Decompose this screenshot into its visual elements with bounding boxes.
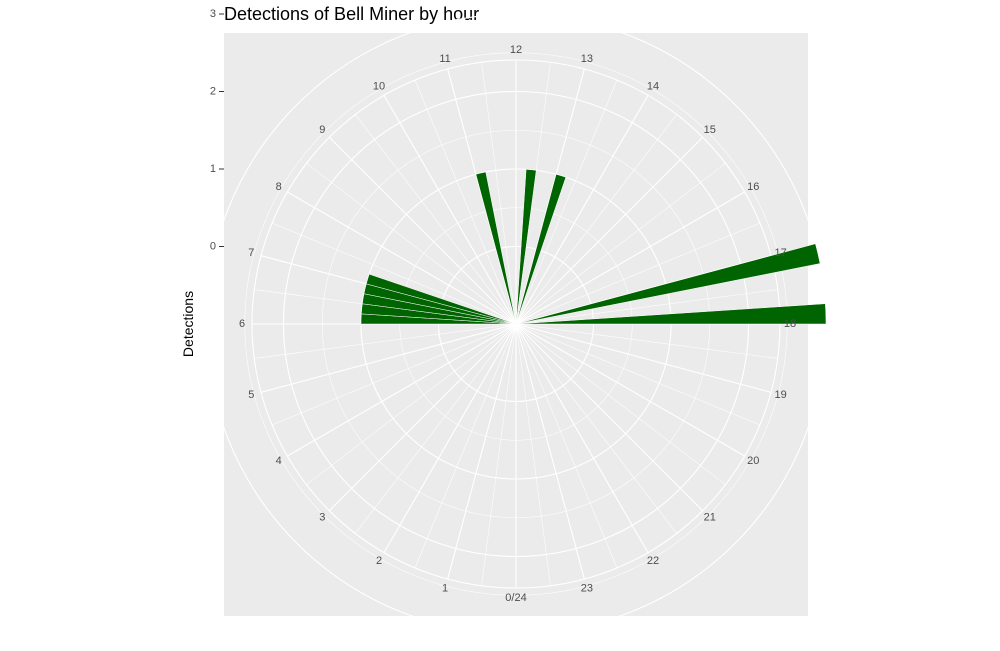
hour-label: 4 xyxy=(276,455,282,467)
grid-spoke xyxy=(328,323,517,512)
grid-spoke xyxy=(515,191,745,325)
bar-wedge xyxy=(515,169,537,325)
grid-spoke xyxy=(481,323,517,586)
grid-spoke xyxy=(260,323,517,393)
grid-spoke xyxy=(515,323,778,359)
grid-spoke xyxy=(271,222,517,325)
grid-spoke xyxy=(515,323,726,485)
grid-spoke xyxy=(515,323,551,586)
grid-spoke xyxy=(515,79,618,325)
grid-spoke xyxy=(515,114,677,325)
hour-label: 20 xyxy=(747,455,759,467)
hour-label: 17 xyxy=(775,247,787,259)
grid-spoke xyxy=(515,323,704,512)
bar-wedge xyxy=(515,243,821,325)
grid-spoke xyxy=(515,323,618,569)
chart-title: Detections of Bell Miner by hour xyxy=(224,4,480,24)
hour-label: 9 xyxy=(319,124,325,136)
y-tick-label: 2 xyxy=(210,85,216,97)
hour-labels: 0/24123456789101112131415161718192021222… xyxy=(239,44,796,604)
grid-spoke xyxy=(328,136,517,325)
hour-label: 15 xyxy=(704,124,716,136)
grid-spoke xyxy=(383,95,517,325)
grid-spoke xyxy=(254,323,517,359)
grid-spoke xyxy=(481,62,517,325)
grid-spoke xyxy=(515,289,778,325)
y-axis: 0 1 2 3 xyxy=(210,8,224,252)
y-tick-label: 1 xyxy=(210,163,216,175)
grid-spoke xyxy=(515,323,585,580)
grid-spoke xyxy=(355,323,517,534)
hour-label: 13 xyxy=(581,53,593,65)
hour-label: 22 xyxy=(647,555,659,567)
bar-wedge xyxy=(365,273,517,325)
hour-label: 19 xyxy=(775,389,787,401)
bar-wedge xyxy=(515,303,827,325)
grid-spoke xyxy=(515,323,677,534)
hour-label: 16 xyxy=(747,181,759,193)
grid-spoke xyxy=(287,191,517,325)
grid-spoke xyxy=(383,323,517,553)
grid-spoke xyxy=(414,79,517,325)
hour-label: 11 xyxy=(439,53,450,65)
grid-spoke xyxy=(306,163,517,325)
grid-spoke xyxy=(515,323,649,553)
grid-spoke xyxy=(306,323,517,485)
grid-spoke xyxy=(515,323,745,457)
hour-label: 2 xyxy=(376,555,382,567)
grid-spoke xyxy=(515,323,772,393)
grid-spoke xyxy=(447,323,517,580)
hour-label: 1 xyxy=(442,583,448,595)
hour-label: 23 xyxy=(581,583,593,595)
y-tick-label: 3 xyxy=(210,8,216,20)
hour-label: 8 xyxy=(276,181,282,193)
hour-label: 5 xyxy=(248,389,254,401)
grid-spoke xyxy=(515,95,649,325)
grid-spoke xyxy=(271,323,517,426)
hour-label: 0/24 xyxy=(505,592,526,604)
hour-label: 21 xyxy=(704,512,716,524)
grid-spoke xyxy=(515,163,726,325)
grid-spoke xyxy=(515,222,761,325)
bar-wedge xyxy=(515,173,567,325)
hour-label: 18 xyxy=(784,318,796,330)
hour-label: 12 xyxy=(510,44,522,56)
hour-label: 14 xyxy=(647,81,659,93)
grid-spoke xyxy=(515,136,704,325)
grid-spoke xyxy=(414,323,517,569)
grid-spoke xyxy=(355,114,517,325)
hour-label: 3 xyxy=(319,512,325,524)
hour-label: 6 xyxy=(239,318,245,330)
grid-spoke xyxy=(515,323,761,426)
grid-spoke xyxy=(287,323,517,457)
hour-label: 10 xyxy=(373,81,385,93)
y-tick-label: 0 xyxy=(210,240,216,252)
hour-label: 7 xyxy=(248,247,254,259)
bars-layer xyxy=(360,169,827,325)
bar-wedge xyxy=(475,171,517,325)
